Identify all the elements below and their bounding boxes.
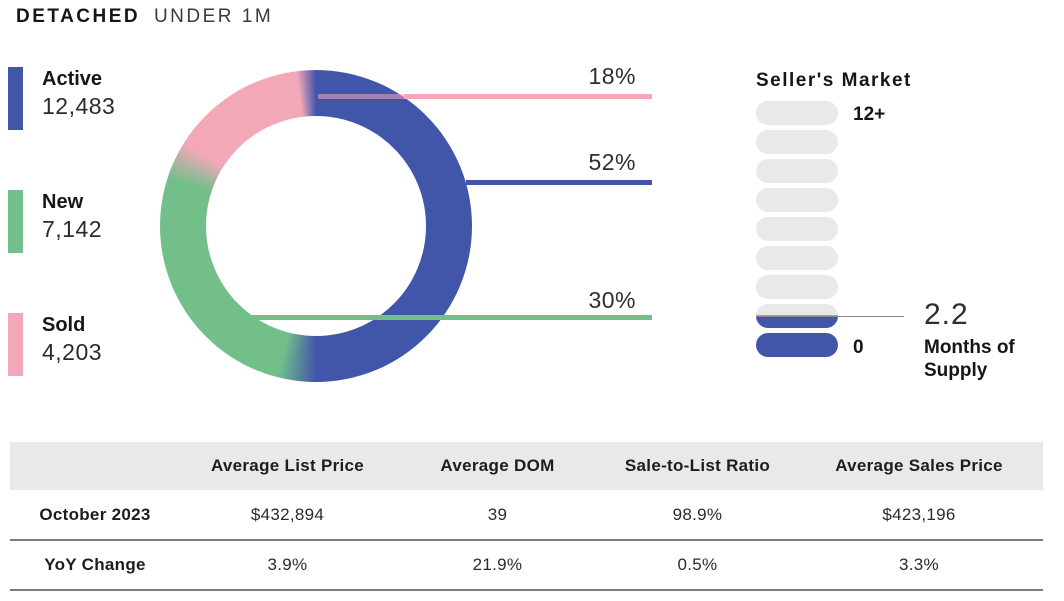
table-header-avg-sales-price: Average Sales Price <box>795 442 1043 490</box>
row-label-yoy-change: YoY Change <box>44 555 146 574</box>
table-header-row: Average List Price Average DOM Sale-to-L… <box>10 442 1043 490</box>
legend-label: New <box>42 191 84 213</box>
page-title-secondary: UNDER 1M <box>153 6 274 27</box>
table-row: October 2023 $432,894 39 98.9% $423,196 <box>10 490 1043 540</box>
cell-avg-sales-price-yoy: 3.3% <box>899 555 939 574</box>
gauge-unit-line2: Supply <box>924 360 988 381</box>
stats-table: Average List Price Average DOM Sale-to-L… <box>10 442 1043 591</box>
legend-swatch-sold <box>8 313 23 376</box>
gauge-unit-label: Months of Supply <box>924 336 1015 382</box>
gauge-pill <box>756 159 838 183</box>
cell-avg-list-price: $432,894 <box>250 504 325 524</box>
gauge-title: Seller's Market <box>756 70 912 91</box>
legend-label: Active <box>42 68 103 90</box>
donut-label-active-pct: 52% <box>588 149 636 175</box>
callout-line-new <box>252 315 652 320</box>
row-label-october-2023: October 2023 <box>39 504 151 524</box>
cell-sale-to-list-yoy: 0.5% <box>677 555 718 574</box>
cell-avg-dom-yoy: 21.9% <box>472 555 523 574</box>
legend-value: 7,142 <box>42 216 103 242</box>
gauge-pill <box>756 217 838 241</box>
donut-chart-hole <box>206 116 426 336</box>
callout-line-sold <box>404 94 652 99</box>
cell-avg-dom: 39 <box>487 504 508 524</box>
cell-avg-sales-price: $423,196 <box>882 504 956 524</box>
legend-value: 12,483 <box>42 93 116 119</box>
legend-swatch-new <box>8 190 23 253</box>
callout-line-sold-overlay <box>318 94 405 99</box>
table-header-empty <box>10 442 180 490</box>
page-title-primary: DETACHED <box>16 6 141 27</box>
gauge-max-label: 12+ <box>853 104 886 125</box>
gauge-unit-line1: Months of <box>924 337 1015 358</box>
donut-label-sold-pct: 18% <box>588 63 636 89</box>
page-title: DETACHED UNDER 1M <box>16 6 273 28</box>
callout-line-active <box>466 180 652 185</box>
table-header-avg-dom: Average DOM <box>395 442 600 490</box>
legend-label: Sold <box>42 314 86 336</box>
legend-value: 4,203 <box>42 339 103 365</box>
gauge-value-line <box>756 316 904 317</box>
donut-label-new-pct: 30% <box>588 287 636 313</box>
gauge-pill <box>756 275 838 299</box>
legend-swatch-active <box>8 67 23 130</box>
gauge-pill <box>756 246 838 270</box>
gauge-pill <box>756 188 838 212</box>
gauge-pill <box>756 101 838 125</box>
table-header-sale-to-list: Sale-to-List Ratio <box>600 442 795 490</box>
table-header-avg-list-price: Average List Price <box>180 442 395 490</box>
gauge-pill-filled <box>756 333 838 357</box>
cell-sale-to-list: 98.9% <box>672 504 723 524</box>
gauge-value: 2.2 <box>924 298 969 331</box>
cell-avg-list-price-yoy: 3.9% <box>267 555 308 574</box>
gauge-pill <box>756 130 838 154</box>
table-row: YoY Change 3.9% 21.9% 0.5% 3.3% <box>10 540 1043 590</box>
gauge-min-label: 0 <box>853 337 864 358</box>
